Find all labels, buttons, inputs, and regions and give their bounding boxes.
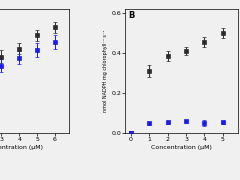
Y-axis label: nmol NADPH mg chlorophyll⁻¹ s⁻¹: nmol NADPH mg chlorophyll⁻¹ s⁻¹ <box>103 30 108 112</box>
Text: B: B <box>129 12 135 21</box>
X-axis label: concentration (μM): concentration (μM) <box>0 145 43 150</box>
X-axis label: Concentration (μM): Concentration (μM) <box>151 145 212 150</box>
